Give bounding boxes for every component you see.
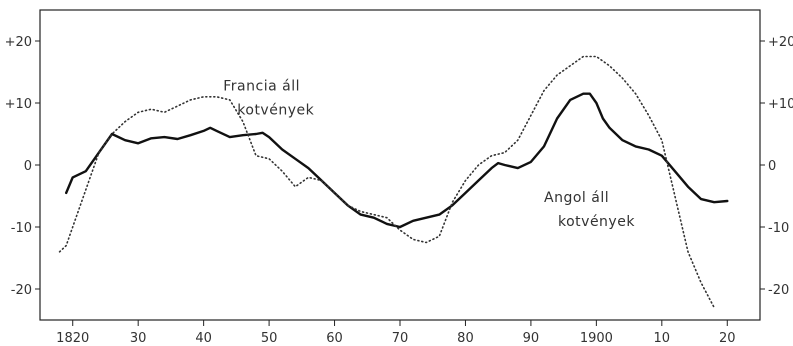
x-tick-label: 10 (654, 331, 671, 346)
x-axis-ticks: 1820 30 40 50 60 70 80 90 1900 10 20 (56, 320, 736, 346)
y-tick-label-left: +20 (5, 35, 32, 50)
x-tick-label: 50 (261, 331, 278, 346)
x-tick-label: 20 (719, 331, 736, 346)
y-tick-label-left: +10 (5, 97, 32, 112)
x-tick-label: 1820 (56, 331, 89, 346)
annotations: Francia áll kotvények Angol áll kotvények (223, 79, 635, 231)
y-tick-label-left: -10 (11, 221, 32, 236)
x-tick-label: 80 (457, 331, 474, 346)
y-tick-label-right: 0 (768, 159, 776, 174)
plot-border (39, 9, 761, 321)
y-tick-label-left: -20 (11, 283, 32, 298)
francia-series-label: Francia áll (223, 79, 300, 95)
x-tick-label: 60 (326, 331, 343, 346)
y-tick-label-right: +10 (768, 97, 793, 112)
angol-series-label: kotvények (558, 214, 635, 230)
francia-series-line (58, 55, 715, 309)
x-tick-label: 90 (523, 331, 540, 346)
y-axis-ticks: +20 +20 +10 +10 0 0 -10 -10 -20 -20 (5, 35, 793, 298)
angol-series-label: Angol áll (544, 190, 609, 206)
x-tick-label: 1900 (580, 331, 613, 346)
plot-frame (39, 9, 761, 321)
y-tick-label-left: 0 (24, 159, 32, 174)
y-tick-label-right: +20 (768, 35, 793, 50)
y-tick-label-right: -20 (768, 283, 789, 298)
y-tick-label-right: -10 (768, 221, 789, 236)
x-tick-label: 70 (392, 331, 409, 346)
francia-series-label: kotvények (237, 103, 314, 119)
series-layer (58, 55, 729, 309)
x-tick-label: 30 (130, 331, 147, 346)
angol-series-line (65, 92, 729, 229)
x-tick-label: 40 (195, 331, 212, 346)
